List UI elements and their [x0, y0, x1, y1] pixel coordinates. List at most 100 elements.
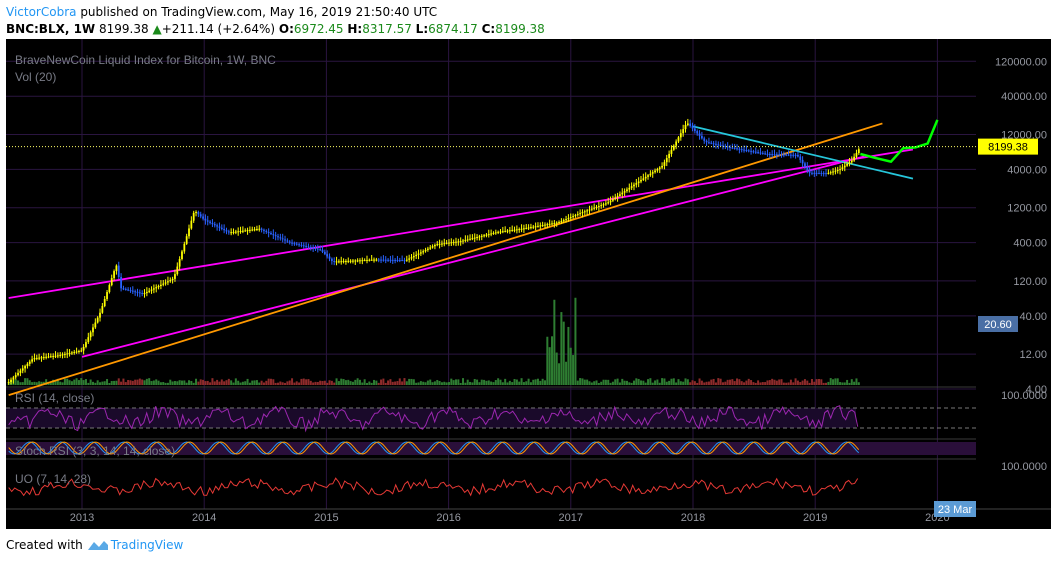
candle-body	[429, 247, 432, 249]
time-tick-label: 2016	[436, 512, 460, 524]
volume-bar	[536, 378, 539, 385]
volume-bar	[499, 379, 502, 385]
candle-body	[445, 242, 448, 244]
candle-body	[59, 354, 62, 356]
candle-body	[178, 259, 181, 267]
candle-body	[501, 231, 504, 233]
volume-bar	[677, 379, 680, 385]
candle-body	[722, 145, 724, 147]
trendlines[interactable]	[8, 122, 914, 397]
volume-bar	[806, 380, 809, 385]
volume-bar	[260, 380, 263, 385]
volume-bar	[511, 382, 514, 385]
candle-body	[286, 240, 289, 242]
volume-bar	[721, 382, 724, 385]
candle-body	[380, 259, 382, 261]
candle-body	[642, 178, 645, 180]
candle-body	[806, 166, 809, 171]
time-tick-label: 2017	[559, 512, 583, 524]
candle-body	[204, 218, 207, 221]
candle-body	[562, 220, 565, 222]
volume-value-badge	[978, 316, 1018, 332]
volume-bar	[647, 379, 650, 385]
candle-body	[708, 142, 710, 144]
candle-body	[504, 230, 507, 232]
volume-bar	[122, 378, 125, 385]
candle-body	[241, 230, 244, 232]
volume-bar	[258, 382, 261, 385]
candle-body	[115, 265, 118, 272]
candle-body	[80, 350, 83, 352]
candle-body	[480, 235, 483, 237]
candle-body	[476, 237, 478, 239]
volume-bar	[253, 380, 256, 385]
candle-body	[483, 235, 485, 237]
candle-body	[778, 154, 781, 156]
candle-body	[644, 176, 647, 179]
candle-body	[448, 242, 450, 244]
price-axis[interactable]	[976, 39, 1051, 529]
volume-bar	[286, 381, 289, 385]
candle-body	[469, 238, 471, 240]
candle-body	[663, 162, 666, 166]
price-tick-label: 4.00	[1026, 384, 1047, 396]
candle-body	[291, 242, 293, 244]
volume-bar	[408, 378, 411, 385]
volume-bar	[808, 382, 811, 385]
rsi-line	[8, 405, 859, 433]
volume-bar	[145, 378, 148, 385]
volume-bar	[553, 299, 556, 385]
candle-body	[246, 230, 249, 232]
candle-body	[804, 163, 806, 167]
volume-bar	[478, 382, 481, 385]
candle-body	[181, 251, 183, 260]
candle-body	[14, 375, 17, 378]
candle-body	[689, 123, 692, 127]
candle-body	[815, 172, 818, 174]
volume-bar	[77, 380, 80, 385]
candle-body	[370, 259, 373, 261]
created-with-text: Created with	[6, 538, 83, 552]
volume-bar	[223, 381, 226, 385]
volume-bar	[103, 381, 106, 385]
volume-bar	[546, 336, 549, 385]
volume-bar	[771, 378, 774, 385]
candle-body	[623, 191, 626, 193]
volume-bar	[459, 382, 462, 385]
volume-bar	[131, 380, 134, 385]
volume-bar	[611, 381, 614, 385]
volume-bar	[714, 382, 717, 385]
candle-body	[651, 172, 654, 174]
volume-bar	[658, 382, 661, 385]
candle-body	[572, 216, 574, 218]
candle-body	[764, 153, 767, 155]
axes: 360000.00120000.0040000.0012000.004000.0…	[6, 56, 1051, 524]
candle-body	[302, 245, 305, 247]
volume-bar	[190, 380, 193, 385]
volume-bar	[204, 381, 207, 385]
candle-body	[649, 173, 652, 176]
candle-body	[230, 232, 233, 234]
volume-bar	[40, 381, 43, 385]
volume-bar	[262, 382, 265, 385]
candle-body	[145, 291, 148, 294]
volume-bar	[820, 379, 823, 385]
volume-bar	[148, 378, 151, 385]
candle-body	[534, 226, 537, 228]
volume-bar	[698, 378, 701, 385]
candle-body	[553, 222, 556, 224]
volume-bar	[745, 380, 748, 385]
volume-bar	[616, 378, 619, 385]
crosshair-time-label: 23 Mar	[938, 504, 973, 516]
volume-bar	[185, 382, 188, 385]
tradingview-link[interactable]: TradingView	[87, 538, 183, 552]
price-tick-label: 120.00	[1013, 276, 1047, 288]
candle-body	[576, 214, 579, 216]
volume-bar	[342, 379, 345, 385]
author-link[interactable]: VictorCobra	[6, 5, 77, 19]
uo-tick-label: 100.0000	[1001, 461, 1047, 473]
chart-canvas[interactable]: 360000.00120000.0040000.0012000.004000.0…	[6, 39, 1051, 529]
candle-body	[54, 355, 57, 357]
volume-bar	[850, 379, 853, 385]
candle-body	[213, 224, 216, 226]
